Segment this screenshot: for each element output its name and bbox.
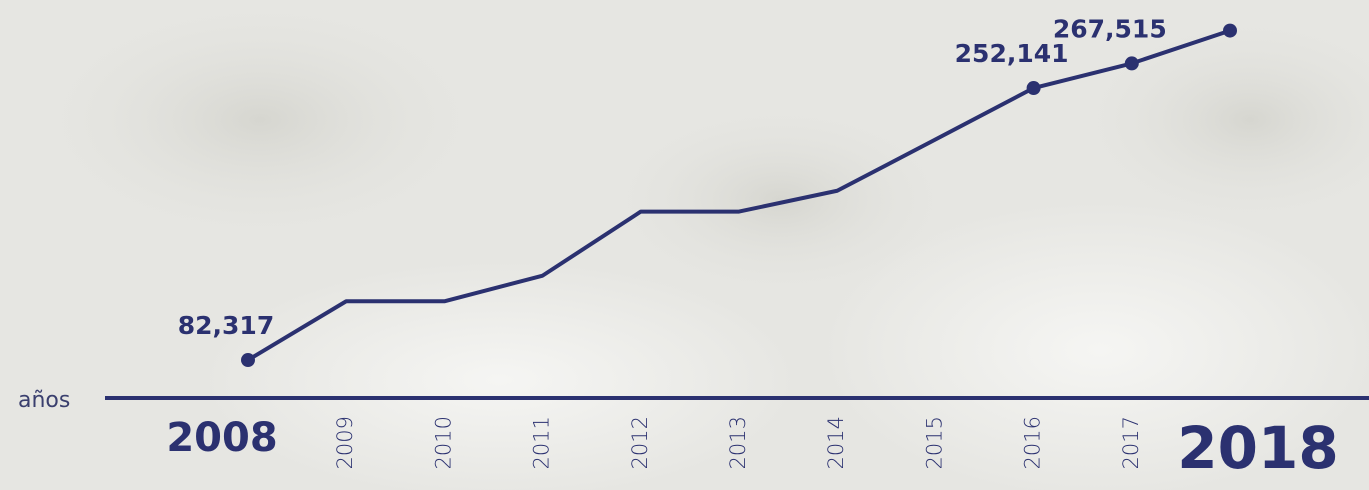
- marker: [241, 353, 255, 368]
- x-tick-label: 2014: [824, 416, 848, 469]
- marker: [1223, 23, 1237, 38]
- line: [246, 28, 1231, 362]
- x-tick-label: 2010: [431, 416, 455, 469]
- x-tick-label: 2008: [166, 415, 277, 461]
- texture: [580, 90, 980, 310]
- x-tick-label: 2018: [1177, 414, 1338, 482]
- x-tick-label: 2017: [1119, 416, 1143, 469]
- x-tick-label: 2016: [1021, 416, 1045, 469]
- texture: [200, 260, 800, 490]
- x-tick-label: 2015: [922, 416, 946, 469]
- marker: [1124, 56, 1139, 71]
- data-label: 252,141: [955, 39, 1069, 68]
- texture: [820, 200, 1369, 490]
- x-tick-label: 2013: [726, 416, 750, 469]
- x-tick-label: 2009: [333, 416, 357, 469]
- x-axis-label: años: [18, 388, 70, 413]
- x-tick-label: 2011: [530, 416, 554, 469]
- data-label: 267,515: [1053, 14, 1167, 43]
- marker: [1026, 81, 1041, 96]
- texture: [0, 0, 520, 260]
- x-tick-label: 2012: [628, 416, 652, 469]
- data-label: 82,317: [178, 311, 274, 340]
